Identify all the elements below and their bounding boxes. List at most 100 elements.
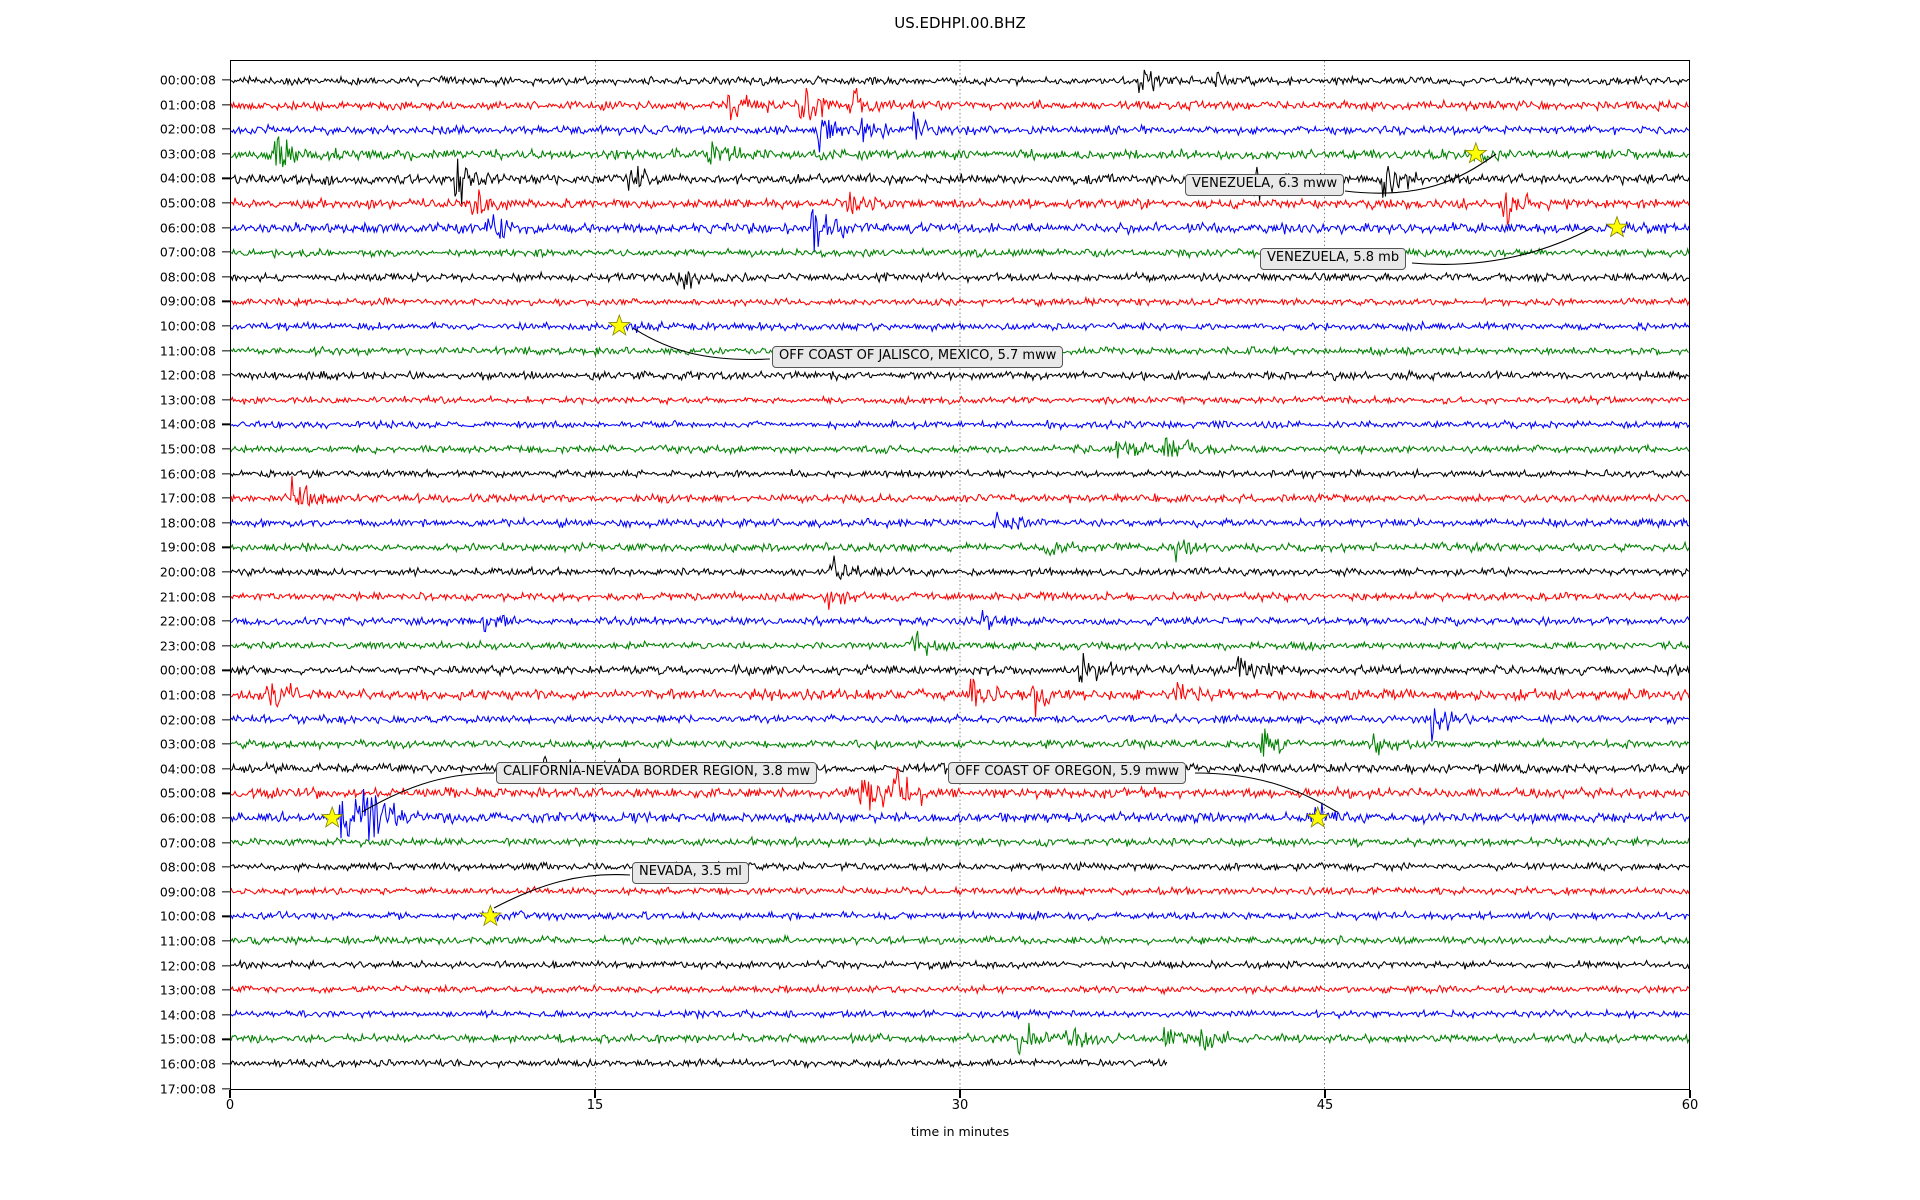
event-star-icon: [478, 904, 502, 927]
y-axis-tick-label: 13:00:08: [159, 392, 216, 408]
y-axis-tick-mark: [222, 964, 230, 967]
y-axis-tick-mark: [222, 694, 230, 696]
y-axis-tick-label: 18:00:08: [159, 515, 216, 531]
trace-line: [231, 418, 1689, 432]
trace-line: [231, 860, 1689, 874]
y-axis-tick-mark: [222, 399, 230, 401]
y-axis-tick-label: 00:00:08: [159, 662, 216, 678]
y-axis-tick-mark: [222, 374, 230, 376]
y-axis-tick-label: 11:00:08: [159, 343, 216, 359]
y-axis-tick-label: 08:00:08: [159, 269, 216, 285]
event-star-icon: [607, 313, 631, 336]
y-axis-tick-label: 13:00:08: [159, 982, 216, 998]
trace-line: [231, 136, 1689, 168]
trace-line: [231, 678, 1689, 717]
y-axis-tick-mark: [222, 743, 230, 745]
leader-line: [1194, 772, 1338, 813]
trace-line: [231, 1057, 1168, 1070]
trace-line: [231, 728, 1689, 757]
y-axis-tick-label: 05:00:08: [159, 195, 216, 211]
x-axis-tick-mark: [1324, 1090, 1326, 1098]
y-axis-tick-label: 14:00:08: [159, 1007, 216, 1023]
y-axis-tick-label: 21:00:08: [159, 589, 216, 605]
y-axis-tick-mark: [222, 276, 230, 278]
trace-line: [231, 394, 1689, 406]
trace-line: [231, 958, 1689, 971]
x-axis-tick-mark: [959, 1090, 961, 1098]
trace-line: [231, 885, 1689, 897]
y-axis-tick-label: 04:00:08: [159, 761, 216, 777]
y-axis-tick-label: 06:00:08: [159, 810, 216, 826]
y-axis-tick-mark: [222, 1087, 230, 1090]
leader-line: [1344, 153, 1497, 194]
x-axis-tick-label: 45: [1316, 1098, 1334, 1113]
trace-line: [231, 158, 1689, 205]
y-axis-tick-mark: [222, 1063, 230, 1065]
leader-line: [361, 772, 495, 813]
trace-line: [231, 630, 1689, 656]
y-axis-tick-label: 00:00:08: [159, 72, 216, 88]
y-axis-tick-label: 16:00:08: [159, 1056, 216, 1072]
trace-line: [231, 1008, 1689, 1021]
trace-line: [231, 87, 1689, 121]
y-axis-tick-label: 15:00:08: [159, 441, 216, 457]
y-axis-tick-mark: [222, 226, 230, 229]
trace-line: [231, 708, 1689, 742]
y-axis-tick-mark: [222, 817, 230, 819]
y-axis-tick-label: 02:00:08: [159, 712, 216, 728]
trace-line: [231, 1022, 1689, 1056]
y-axis-tick-mark: [222, 103, 230, 106]
y-axis-tick-label: 10:00:08: [159, 318, 216, 334]
y-axis-tick-mark: [222, 177, 230, 180]
x-axis-tick-label: 60: [1681, 1098, 1699, 1113]
trace-line: [231, 835, 1689, 849]
leader-line: [1411, 227, 1593, 265]
y-axis-tick-mark: [222, 202, 230, 204]
y-axis-tick-mark: [222, 251, 230, 253]
y-axis-tick-label: 11:00:08: [159, 933, 216, 949]
y-axis-tick-label: 15:00:08: [159, 1031, 216, 1047]
y-axis-tick-mark: [222, 645, 230, 647]
leader-line: [632, 327, 771, 361]
trace-line: [231, 983, 1689, 996]
y-axis-tick-label: 03:00:08: [159, 146, 216, 162]
y-axis-tick-label: 20:00:08: [159, 564, 216, 580]
y-axis-tick-label: 17:00:08: [159, 490, 216, 506]
y-axis-tick-label: 17:00:08: [159, 1081, 216, 1097]
y-axis-tick-mark: [222, 1014, 230, 1016]
y-axis-tick-label: 03:00:08: [159, 736, 216, 752]
y-axis-tick-label: 10:00:08: [159, 908, 216, 924]
event-star-icon: [1464, 141, 1488, 164]
y-axis-tick-mark: [222, 79, 230, 81]
x-axis-tick-label: 0: [225, 1098, 235, 1113]
y-axis-tick-label: 04:00:08: [159, 170, 216, 186]
y-axis-tick-label: 09:00:08: [159, 884, 216, 900]
trace-line: [231, 652, 1689, 683]
trace-line: [231, 319, 1689, 333]
x-axis-tick-mark: [1689, 1090, 1691, 1098]
trace-line: [231, 111, 1689, 153]
y-axis-tick-label: 07:00:08: [159, 244, 216, 260]
x-axis-tick-label: 15: [586, 1098, 604, 1113]
y-axis-tick-mark: [222, 325, 230, 327]
y-axis-tick-mark: [222, 620, 230, 622]
plot-axes: [230, 60, 1690, 1090]
trace-line: [231, 788, 1689, 841]
trace-line: [231, 766, 1689, 811]
trace-line: [231, 610, 1689, 633]
x-axis-tick-label: 30: [951, 1098, 969, 1113]
x-axis-tick-mark: [229, 1090, 231, 1098]
y-axis-tick-label: 12:00:08: [159, 367, 216, 383]
event-star-icon: [1306, 805, 1330, 828]
y-axis-tick-mark: [222, 669, 230, 672]
trace-line: [231, 909, 1689, 923]
y-axis-tick-mark: [222, 349, 230, 352]
trace-line: [231, 476, 1689, 508]
trace-line: [231, 467, 1689, 480]
y-axis-tick-mark: [222, 768, 230, 770]
y-axis-tick-mark: [222, 792, 230, 795]
y-axis-tick-label: 01:00:08: [159, 97, 216, 113]
y-axis-tick-mark: [222, 595, 230, 598]
y-axis-tick-label: 06:00:08: [159, 220, 216, 236]
